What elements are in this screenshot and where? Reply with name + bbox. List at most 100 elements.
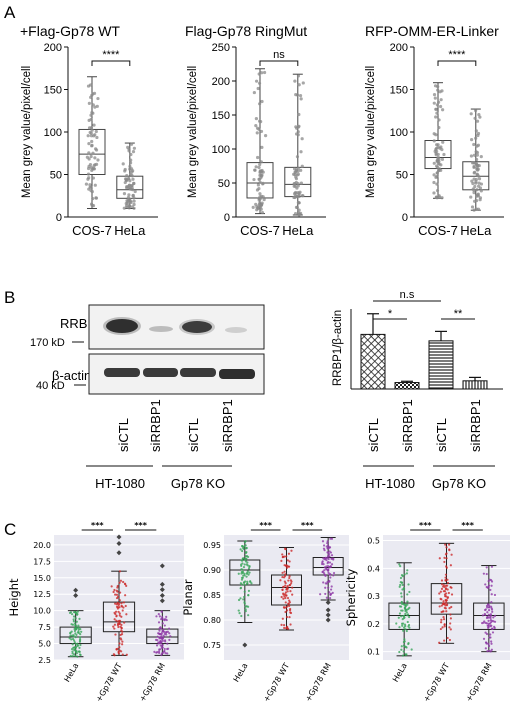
y-tick-label: 250 bbox=[212, 42, 230, 54]
data-point bbox=[123, 621, 126, 624]
data-point bbox=[491, 619, 494, 623]
data-point bbox=[440, 196, 444, 200]
x-tick-label: HeLa bbox=[391, 661, 409, 683]
data-point bbox=[244, 605, 247, 608]
y-tick-label: 15.0 bbox=[33, 574, 51, 583]
data-point bbox=[168, 627, 171, 630]
x-tick-label: siCTL bbox=[366, 418, 381, 452]
data-point bbox=[328, 561, 332, 564]
data-point bbox=[129, 158, 133, 162]
data-point bbox=[326, 564, 330, 568]
data-point bbox=[115, 605, 119, 608]
data-point bbox=[254, 124, 258, 128]
data-point bbox=[117, 603, 120, 607]
data-point bbox=[489, 588, 492, 592]
data-point bbox=[442, 610, 445, 613]
data-point bbox=[95, 135, 99, 140]
data-point bbox=[241, 559, 244, 562]
data-point bbox=[117, 610, 120, 613]
data-point bbox=[240, 576, 244, 579]
data-point bbox=[118, 614, 121, 617]
data-point bbox=[437, 194, 441, 198]
y-tick-label: 10.0 bbox=[33, 607, 51, 616]
y-tick-label: 0.75 bbox=[203, 641, 221, 650]
data-point bbox=[121, 162, 125, 166]
data-point bbox=[85, 155, 89, 159]
data-point bbox=[432, 173, 436, 177]
data-point bbox=[448, 606, 451, 610]
data-point bbox=[78, 636, 82, 639]
data-point bbox=[484, 647, 487, 650]
data-point bbox=[131, 177, 135, 181]
data-point bbox=[296, 130, 300, 134]
data-point bbox=[400, 648, 403, 651]
data-point bbox=[121, 640, 124, 643]
data-point bbox=[248, 565, 251, 569]
blot-group-label-1: HT-1080 bbox=[95, 476, 145, 491]
data-point bbox=[323, 569, 326, 572]
actin-band-lane4 bbox=[219, 369, 255, 379]
data-point bbox=[114, 593, 117, 596]
significance-bracket bbox=[259, 60, 299, 66]
data-point bbox=[156, 639, 159, 642]
data-point bbox=[118, 570, 122, 573]
data-point bbox=[326, 555, 330, 558]
data-point bbox=[482, 572, 485, 575]
data-point bbox=[284, 610, 287, 614]
data-point bbox=[258, 162, 262, 167]
data-point bbox=[286, 596, 290, 600]
data-point bbox=[245, 575, 248, 578]
data-point bbox=[163, 630, 166, 634]
data-point bbox=[257, 198, 261, 202]
data-point bbox=[121, 643, 124, 646]
data-point bbox=[490, 640, 493, 643]
y-tick-label: 200 bbox=[44, 42, 62, 54]
data-point bbox=[447, 591, 450, 595]
data-point bbox=[260, 145, 264, 149]
data-point bbox=[440, 587, 444, 590]
x-tick-label: siCTL bbox=[434, 418, 449, 452]
data-point bbox=[93, 183, 97, 187]
data-point bbox=[491, 627, 494, 631]
data-point bbox=[477, 177, 482, 181]
data-point bbox=[87, 118, 91, 122]
data-point bbox=[258, 192, 262, 196]
data-point bbox=[443, 560, 446, 564]
data-point bbox=[284, 596, 287, 600]
data-point bbox=[437, 167, 442, 171]
x-tick-label: HeLa bbox=[232, 661, 250, 683]
data-point bbox=[476, 207, 481, 211]
data-point bbox=[328, 573, 331, 576]
data-point bbox=[257, 72, 261, 76]
significance-label: *** bbox=[259, 521, 272, 530]
data-point bbox=[74, 632, 77, 635]
data-point bbox=[471, 181, 475, 186]
data-point bbox=[118, 646, 121, 649]
data-point bbox=[168, 638, 171, 641]
data-point bbox=[299, 168, 303, 172]
data-point bbox=[116, 584, 119, 588]
data-point bbox=[469, 112, 473, 116]
data-point bbox=[441, 108, 445, 112]
data-point bbox=[86, 172, 91, 176]
x-tick-label: COS-7 bbox=[418, 223, 458, 238]
data-point bbox=[488, 622, 492, 625]
data-point bbox=[477, 113, 481, 117]
data-point bbox=[484, 631, 487, 634]
data-point bbox=[444, 573, 448, 576]
data-point bbox=[121, 653, 124, 656]
data-point bbox=[443, 602, 446, 605]
data-point bbox=[449, 564, 452, 567]
data-point bbox=[128, 161, 133, 165]
band-lane3-halo bbox=[179, 319, 215, 335]
data-point bbox=[432, 139, 436, 143]
y-axis-label: Height bbox=[7, 578, 21, 617]
data-point bbox=[157, 641, 160, 644]
data-point bbox=[450, 593, 454, 596]
data-point bbox=[403, 640, 406, 643]
data-point bbox=[436, 84, 440, 89]
data-point bbox=[288, 615, 291, 619]
data-point bbox=[127, 198, 131, 203]
data-point bbox=[484, 641, 488, 644]
